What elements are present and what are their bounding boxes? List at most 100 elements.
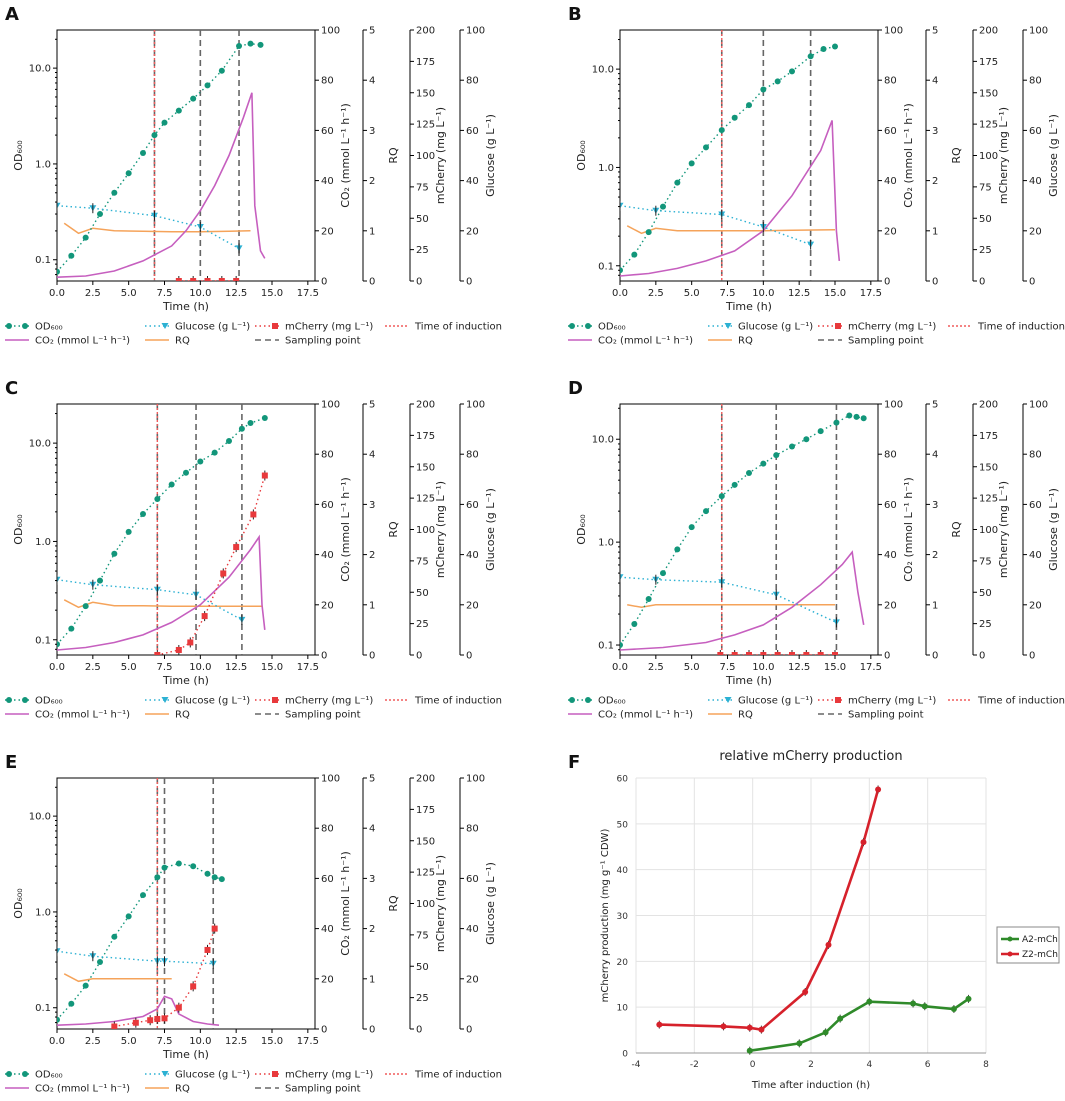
x-tick-label: 12.5 <box>225 662 247 673</box>
mcherry-point <box>233 544 240 551</box>
glucose-tick-label: 40 <box>1029 176 1042 187</box>
od-point <box>789 68 795 75</box>
rq-line <box>63 222 251 235</box>
co2-axis-label: CO₂ (mmol L⁻¹ h⁻¹) <box>902 477 915 582</box>
legend-sampling-label: Sampling point <box>848 710 924 721</box>
rq-tick-label: 1 <box>369 600 375 611</box>
glucose-tick-label: 100 <box>466 26 485 37</box>
glucose-tick-label: 100 <box>1029 400 1048 411</box>
legend-od-label: OD₆₀₀ <box>598 322 626 333</box>
mcherry-tick-label: 175 <box>979 431 998 442</box>
mcherry-tick-label: 0 <box>416 277 422 288</box>
series-line-Z2-mCh <box>659 789 880 1031</box>
rq-axis-label: RQ <box>387 895 400 912</box>
legend-od-marker <box>585 323 591 329</box>
series-point <box>921 1003 928 1010</box>
chart-title: relative mCherry production <box>719 749 902 764</box>
od-point <box>660 570 666 577</box>
co2-tick-label: 0 <box>321 277 327 288</box>
panel-e: E 0.0 2.5 5.0 7.5 10.0 12.5 15.0 17.5 Time (h) 0.1… <box>5 752 502 1095</box>
glucose-tick-label: 20 <box>1029 600 1042 611</box>
od-line <box>620 45 836 271</box>
mcherry-point <box>261 472 268 479</box>
mcherry-tick-label: 100 <box>416 151 435 162</box>
series-point <box>875 786 882 793</box>
glucose-line <box>57 950 214 965</box>
co2-axis-label: CO₂ (mmol L⁻¹ h⁻¹) <box>339 103 352 208</box>
x-tick-label: 10.0 <box>752 288 774 299</box>
od-point <box>631 621 638 628</box>
glucose-tick-label: 20 <box>466 226 479 237</box>
legend-marker <box>1007 951 1013 957</box>
legend-glucose-label: Glucose (g L⁻¹) <box>175 696 250 707</box>
glucose-axis-label: Glucose (g L⁻¹) <box>1047 488 1060 571</box>
series-point <box>720 1023 727 1030</box>
rq-tick-label: 2 <box>369 176 375 187</box>
co2-tick-label: 40 <box>321 176 334 187</box>
glucose-tick-label: 0 <box>466 277 472 288</box>
co2-axis-label: CO₂ (mmol L⁻¹ h⁻¹) <box>339 477 352 582</box>
x-tick-label: 0.0 <box>49 1036 65 1047</box>
glucose-axis-label: Glucose (g L⁻¹) <box>1047 114 1060 197</box>
x-tick-label: 7.5 <box>720 288 736 299</box>
od-point <box>820 46 827 53</box>
plot-area <box>57 778 225 1029</box>
legend-mcherry-marker <box>272 1071 278 1077</box>
rq-line <box>626 225 836 235</box>
legend-od-marker <box>22 323 28 329</box>
od-point <box>68 625 75 632</box>
legend: A2-mCh Z2-mCh <box>996 926 1060 964</box>
legend-od-marker <box>22 697 28 703</box>
mcherry-tick-label: 50 <box>416 962 429 973</box>
od-point <box>832 43 838 50</box>
mcherry-tick-label: 25 <box>416 619 429 630</box>
rq-axis-label: RQ <box>387 521 400 538</box>
od-point <box>154 496 161 503</box>
mcherry-tick-label: 100 <box>416 525 435 536</box>
x-tick-label: 15.0 <box>261 662 283 673</box>
y-tick-label: 30 <box>617 912 629 922</box>
co2-tick-label: 40 <box>321 550 334 561</box>
od-point <box>97 577 103 584</box>
legend-co2-label: CO₂ (mmol L⁻¹ h⁻¹) <box>598 336 693 347</box>
od-point <box>674 179 681 186</box>
mcherry-axis-label: mCherry (mg L⁻¹) <box>997 481 1010 578</box>
od-point <box>631 251 638 258</box>
x-tick-label: 4 <box>866 1060 872 1070</box>
od-point <box>236 43 243 50</box>
series-point <box>656 1021 663 1028</box>
rq-tick-label: 0 <box>369 277 375 288</box>
mcherry-tick-label: 175 <box>416 805 435 816</box>
mcherry-tick-label: 25 <box>979 245 992 256</box>
glucose-point <box>57 576 61 583</box>
legend-sampling-label: Sampling point <box>285 710 361 721</box>
legend-od-label: OD₆₀₀ <box>35 696 63 707</box>
od-point <box>183 469 189 476</box>
mcherry-point <box>154 652 161 655</box>
od-point <box>57 1016 60 1023</box>
co2-tick-label: 60 <box>884 500 897 511</box>
od-point <box>140 892 146 899</box>
mcherry-tick-label: 175 <box>416 57 435 68</box>
series-point <box>758 1026 765 1033</box>
mcherry-point <box>175 1004 182 1011</box>
co2-tick-label: 100 <box>321 774 340 785</box>
rq-tick-label: 5 <box>369 774 375 785</box>
legend-induction-label: Time of induction <box>414 1070 502 1081</box>
rq-axis-label: RQ <box>387 147 400 164</box>
panel-c: C 0.0 2.5 5.0 7.5 10.0 12.5 15.0 17.5 Time (h) 0.1… <box>5 378 502 721</box>
y-tick-label: 20 <box>617 958 629 968</box>
co2-tick-label: 60 <box>321 500 334 511</box>
mcherry-point <box>803 652 810 655</box>
series-point <box>802 989 809 996</box>
plot-frame <box>56 777 316 1030</box>
mcherry-point <box>190 983 197 990</box>
co2-tick-label: 40 <box>884 176 897 187</box>
od-line <box>57 42 261 273</box>
od-point <box>688 524 695 531</box>
x-tick-label: 5.0 <box>684 662 700 673</box>
co2-line <box>620 120 841 277</box>
od-point <box>660 203 666 210</box>
od-point <box>175 107 182 114</box>
